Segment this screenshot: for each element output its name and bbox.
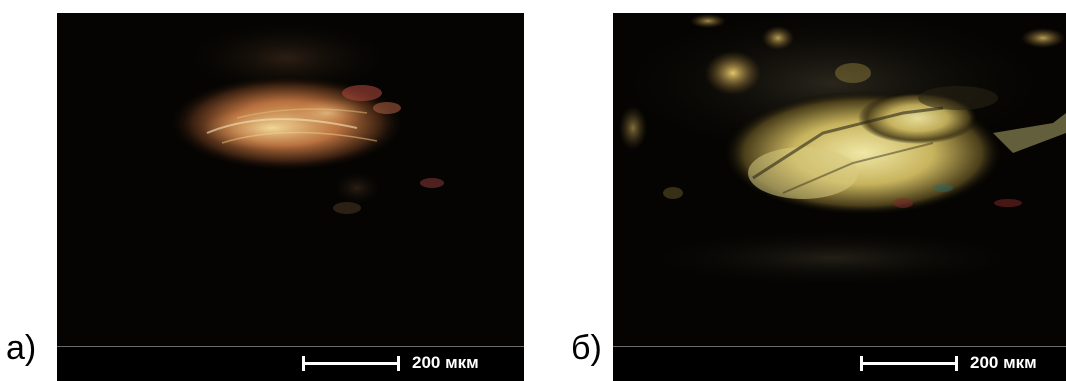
scalebar-b <box>860 356 958 371</box>
scalebar-a <box>302 356 400 371</box>
micrograph-b-image <box>613 13 1066 381</box>
panel-label-a: а) <box>6 329 37 367</box>
micrograph-a-image <box>57 13 524 381</box>
scale-label-a: 200 мкм <box>412 353 479 372</box>
scalebar-strip-b: 200 мкм <box>613 346 1066 381</box>
scale-label-b: 200 мкм <box>970 353 1037 372</box>
scalebar-strip-a: 200 мкм <box>57 346 524 381</box>
micrograph-a: 200 мкм <box>57 13 524 381</box>
panel-label-b: б) <box>571 329 602 367</box>
micrograph-b: 200 мкм <box>613 13 1066 381</box>
